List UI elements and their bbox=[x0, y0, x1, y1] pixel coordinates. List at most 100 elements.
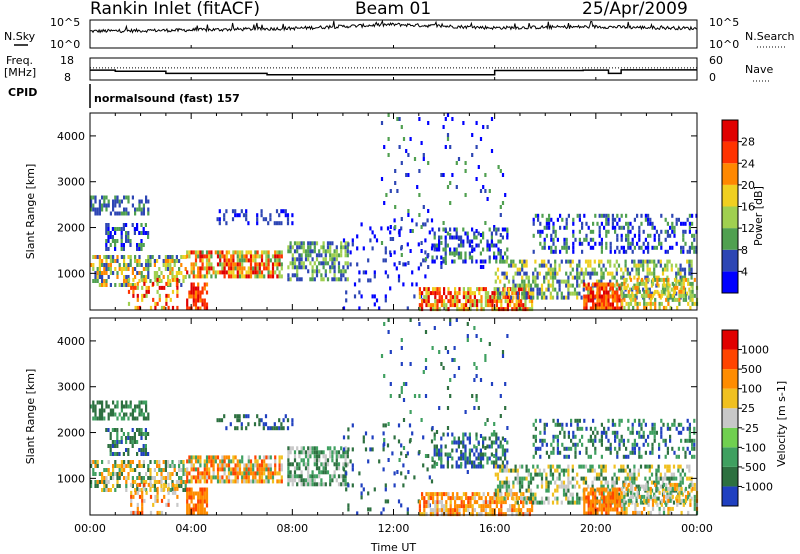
power-cell bbox=[495, 243, 498, 248]
power-cell bbox=[682, 285, 685, 290]
velocity-cell bbox=[438, 406, 441, 410]
power-cell bbox=[606, 271, 610, 276]
velocity-cell bbox=[140, 408, 143, 413]
power-cell bbox=[405, 149, 408, 153]
velocity-cell bbox=[387, 330, 390, 334]
power-cell bbox=[329, 265, 332, 270]
power-cell bbox=[298, 257, 301, 262]
velocity-cell bbox=[201, 491, 204, 496]
velocity-cell bbox=[236, 467, 239, 472]
velocity-cell bbox=[225, 455, 228, 460]
velocity-cell bbox=[507, 480, 511, 485]
velocity-cell bbox=[141, 506, 144, 511]
power-cell bbox=[465, 303, 468, 308]
velocity-cell bbox=[427, 492, 430, 497]
velocity-cell bbox=[536, 472, 539, 477]
velocity-cell bbox=[651, 442, 654, 447]
power-cell bbox=[600, 221, 603, 226]
velocity-cell bbox=[424, 454, 428, 458]
velocity-cell bbox=[190, 467, 193, 472]
power-cell bbox=[539, 229, 542, 234]
velocity-cell bbox=[500, 500, 503, 505]
power-cell bbox=[598, 229, 601, 234]
power-cell bbox=[598, 225, 601, 230]
power-cell bbox=[173, 275, 176, 279]
velocity-cell bbox=[203, 463, 206, 468]
power-cell bbox=[169, 259, 172, 263]
velocity-cell bbox=[131, 416, 134, 421]
power-cell bbox=[540, 263, 544, 268]
velocity-cell bbox=[116, 404, 119, 409]
power-cell bbox=[278, 254, 281, 259]
power-cell bbox=[90, 203, 93, 208]
power-cell bbox=[382, 258, 385, 263]
power-cell bbox=[671, 281, 674, 286]
power-cell bbox=[594, 241, 597, 246]
velocity-cell bbox=[647, 498, 650, 503]
power-cell bbox=[349, 250, 352, 255]
velocity-cell bbox=[136, 510, 139, 515]
velocity-cell bbox=[421, 512, 424, 517]
power-cell bbox=[98, 275, 101, 279]
power-cell bbox=[670, 263, 673, 268]
velocity-cell bbox=[409, 318, 412, 322]
power-cell bbox=[680, 285, 683, 290]
velocity-cell bbox=[647, 486, 650, 491]
power-cell bbox=[440, 173, 443, 177]
power-cell bbox=[460, 243, 463, 248]
velocity-cell bbox=[458, 512, 461, 517]
velocity-cell bbox=[687, 494, 690, 499]
velocity-cell bbox=[337, 482, 341, 487]
power-cell bbox=[223, 213, 226, 218]
velocity-cell bbox=[426, 467, 429, 472]
power-cell bbox=[532, 295, 535, 300]
velocity-cell bbox=[491, 508, 494, 513]
velocity-cell bbox=[335, 462, 338, 467]
velocity-cell bbox=[269, 475, 272, 480]
power-cell bbox=[538, 287, 541, 292]
power-cell bbox=[605, 241, 608, 246]
power-cell bbox=[274, 258, 277, 263]
power-cell bbox=[671, 225, 674, 230]
power-cell bbox=[565, 225, 568, 230]
power-cell bbox=[142, 211, 145, 216]
power-cell bbox=[444, 235, 447, 240]
velocity-cell bbox=[243, 463, 246, 468]
power-cell bbox=[143, 293, 146, 298]
power-cell bbox=[131, 283, 134, 287]
power-cell bbox=[616, 213, 619, 218]
velocity-cell bbox=[649, 490, 652, 495]
velocity-cell bbox=[678, 486, 681, 491]
power-cell bbox=[687, 301, 690, 306]
velocity-cell bbox=[669, 426, 672, 431]
power-cell bbox=[525, 271, 528, 276]
velocity-cell bbox=[149, 482, 153, 487]
velocity-cell bbox=[275, 426, 279, 431]
power-cell bbox=[130, 285, 133, 290]
power-cell bbox=[596, 294, 599, 299]
velocity-cell bbox=[158, 480, 161, 484]
power-cell bbox=[90, 195, 93, 200]
velocity-cell bbox=[197, 503, 200, 508]
power-cell bbox=[524, 303, 527, 308]
velocity-cell bbox=[169, 472, 172, 476]
velocity-cell bbox=[496, 488, 500, 493]
power-cell bbox=[569, 259, 572, 264]
velocity-cell bbox=[496, 492, 500, 497]
velocity-cell bbox=[167, 472, 170, 476]
power-cell bbox=[324, 257, 327, 262]
velocity-cell bbox=[127, 452, 130, 456]
power-cell bbox=[386, 274, 390, 279]
power-cell bbox=[402, 137, 406, 141]
velocity-cell bbox=[103, 416, 106, 421]
power-cell bbox=[560, 291, 563, 296]
velocity-cell bbox=[633, 492, 636, 497]
power-cell bbox=[622, 291, 625, 296]
power-cell bbox=[607, 229, 610, 234]
velocity-cell bbox=[576, 496, 579, 501]
power-cell bbox=[340, 277, 343, 282]
velocity-cell bbox=[243, 467, 246, 472]
power-cell bbox=[456, 291, 459, 296]
velocity-cell bbox=[511, 504, 514, 509]
velocity-cell bbox=[664, 438, 667, 443]
